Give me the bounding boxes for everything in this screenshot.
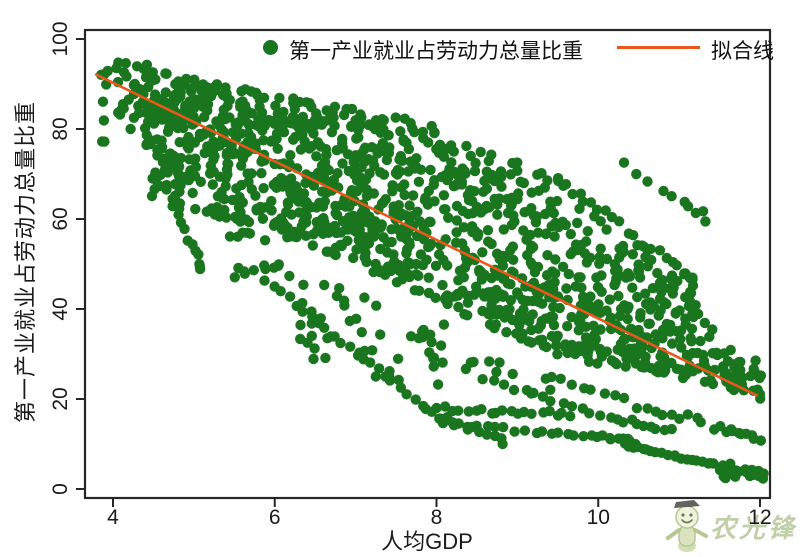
legend-label-fitline: 拟合线 [711,40,774,63]
scatter-points [96,57,769,484]
watermark: 农光锋 [664,498,797,554]
legend-label-scatter: 第一产业就业占劳动力总量比重 [289,40,583,63]
watermark-text: 农光锋 [710,512,798,543]
plot-frame [83,28,772,500]
fit-line [94,72,759,398]
legend-line-icon [617,46,700,49]
x-tick-label: 12 [748,506,772,529]
watermark-mascot-icon [666,500,708,552]
y-tick-label: 20 [49,387,72,411]
y-tick-label: 80 [49,117,72,141]
y-tick-label: 40 [49,297,72,321]
y-tick-label: 0 [49,483,72,495]
x-tick-label: 4 [107,506,119,529]
legend-marker-icon [263,40,278,55]
x-tick-label: 8 [430,506,443,529]
x-axis-title: 人均GDP [381,529,473,554]
x-tick-label: 6 [268,506,281,529]
y-axis-title: 第一产业就业占劳动力总量比重 [13,100,38,424]
x-tick-label: 10 [586,506,610,529]
y-tick-label: 60 [49,207,72,231]
y-tick-label: 100 [49,21,72,57]
